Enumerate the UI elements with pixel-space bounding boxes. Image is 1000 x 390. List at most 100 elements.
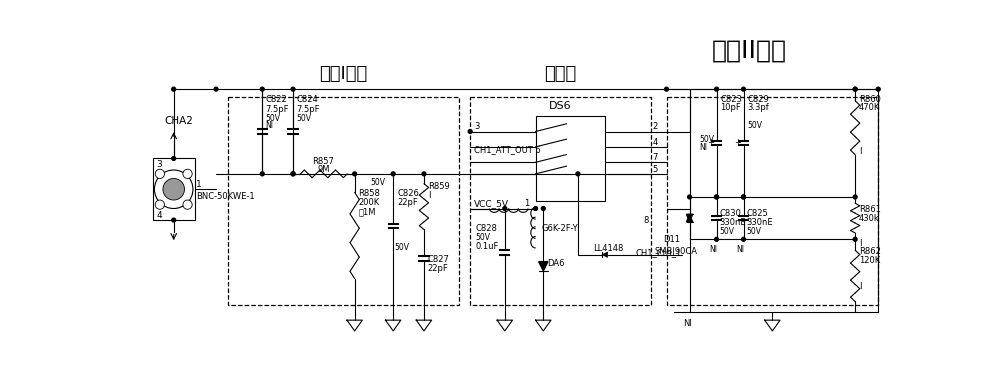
Circle shape — [291, 172, 295, 176]
Text: 200K: 200K — [358, 199, 380, 207]
Text: 3: 3 — [157, 160, 163, 169]
Text: 470K: 470K — [859, 103, 880, 112]
Text: 50V: 50V — [720, 227, 735, 236]
Text: 22pF: 22pF — [428, 264, 449, 273]
Text: 0.1uF: 0.1uF — [476, 242, 499, 252]
Text: 4: 4 — [653, 138, 658, 147]
Text: VCC_5V: VCC_5V — [474, 199, 509, 208]
Circle shape — [353, 172, 357, 176]
Text: NI: NI — [736, 245, 744, 254]
Bar — [470, 97, 651, 305]
Text: LL4148: LL4148 — [593, 244, 624, 253]
Text: 50V: 50V — [370, 178, 385, 187]
Polygon shape — [687, 214, 693, 222]
Text: R859: R859 — [428, 182, 450, 191]
Text: I: I — [859, 282, 862, 291]
Text: C825: C825 — [747, 209, 768, 218]
Text: C830: C830 — [720, 209, 742, 218]
Circle shape — [503, 207, 507, 211]
Text: DA6: DA6 — [547, 259, 565, 268]
Circle shape — [291, 172, 295, 176]
Text: 50V: 50V — [296, 114, 311, 123]
Text: 换1M: 换1M — [358, 208, 376, 217]
Text: 3.3pf: 3.3pf — [747, 103, 769, 112]
Text: 4: 4 — [157, 211, 162, 220]
Text: C829: C829 — [747, 95, 769, 104]
Circle shape — [853, 195, 857, 199]
Circle shape — [853, 87, 857, 91]
Circle shape — [291, 87, 295, 91]
Circle shape — [853, 238, 857, 241]
Text: 1: 1 — [196, 180, 202, 189]
Text: 3: 3 — [474, 122, 479, 131]
Circle shape — [172, 87, 176, 91]
Text: 5: 5 — [653, 165, 658, 174]
Circle shape — [183, 200, 192, 209]
Text: NI: NI — [265, 122, 273, 131]
Text: C822: C822 — [265, 95, 287, 104]
Text: C823: C823 — [720, 95, 742, 104]
Text: 2: 2 — [653, 122, 658, 131]
Circle shape — [183, 169, 192, 179]
Text: R860: R860 — [859, 95, 881, 104]
Polygon shape — [602, 252, 608, 257]
Text: NI: NI — [700, 143, 708, 152]
Text: 430k: 430k — [859, 214, 880, 223]
Circle shape — [260, 87, 264, 91]
Text: I: I — [859, 147, 862, 156]
Circle shape — [155, 200, 164, 209]
Text: CH1_Ctrl_1: CH1_Ctrl_1 — [636, 248, 682, 257]
Text: 50V: 50V — [747, 122, 762, 131]
Text: 继电器: 继电器 — [544, 65, 577, 83]
Text: 22pF: 22pF — [397, 199, 418, 207]
Text: 120K: 120K — [859, 256, 880, 265]
Circle shape — [534, 207, 538, 211]
Circle shape — [163, 179, 184, 200]
Circle shape — [715, 195, 718, 199]
Text: CHA2: CHA2 — [164, 116, 193, 126]
Circle shape — [742, 195, 745, 199]
Circle shape — [172, 218, 176, 222]
Bar — [536, 116, 605, 201]
Polygon shape — [539, 262, 548, 271]
Text: 衰减II模块: 衰减II模块 — [712, 38, 787, 62]
Polygon shape — [687, 214, 693, 222]
Circle shape — [576, 172, 580, 176]
Text: C826: C826 — [397, 189, 419, 198]
Text: 50V: 50V — [476, 233, 491, 242]
Circle shape — [541, 207, 545, 211]
Circle shape — [688, 195, 692, 199]
Bar — [153, 158, 195, 220]
Text: 1: 1 — [524, 199, 529, 208]
Text: 330nE: 330nE — [720, 218, 746, 227]
Circle shape — [742, 87, 745, 91]
Text: BNC-50KWE-1: BNC-50KWE-1 — [196, 191, 255, 200]
Text: 7.5pF: 7.5pF — [265, 105, 289, 113]
Text: 50V: 50V — [700, 135, 715, 144]
Text: I: I — [859, 239, 862, 248]
Bar — [666, 97, 878, 305]
Circle shape — [214, 87, 218, 91]
Text: C827: C827 — [428, 255, 450, 264]
Text: C824: C824 — [296, 95, 318, 104]
Text: 8: 8 — [643, 216, 649, 225]
Circle shape — [742, 238, 745, 241]
Text: I: I — [428, 191, 430, 200]
Circle shape — [853, 87, 857, 91]
Text: R857: R857 — [312, 157, 334, 166]
Circle shape — [715, 87, 718, 91]
Circle shape — [715, 195, 718, 199]
Text: 330nE: 330nE — [747, 218, 773, 227]
Text: G6K-2F-Y: G6K-2F-Y — [542, 224, 578, 233]
Circle shape — [468, 129, 472, 133]
Circle shape — [715, 238, 718, 241]
Text: 7: 7 — [653, 153, 658, 162]
Text: R861: R861 — [859, 205, 881, 214]
Text: +: + — [707, 138, 714, 147]
Circle shape — [155, 169, 164, 179]
Circle shape — [260, 172, 264, 176]
Circle shape — [172, 156, 176, 160]
Text: +: + — [734, 138, 741, 147]
Circle shape — [391, 172, 395, 176]
Bar — [228, 97, 459, 305]
